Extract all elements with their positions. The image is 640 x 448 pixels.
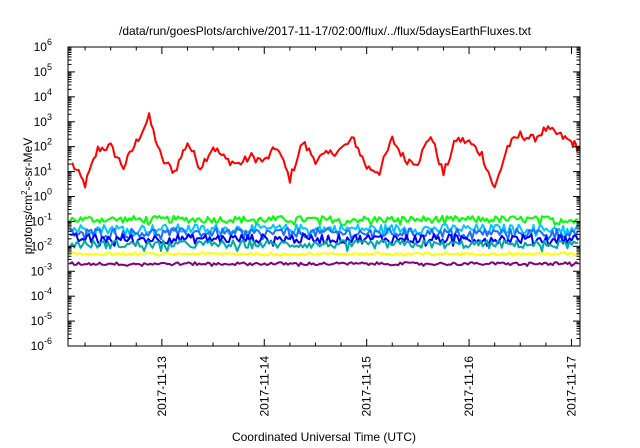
y-tick-label: 106 xyxy=(34,37,52,54)
y-tick-label: 103 xyxy=(34,112,52,129)
y-tick-label: 10-1 xyxy=(31,211,52,228)
y-tick-label: 10-6 xyxy=(31,336,52,353)
x-tick-label: 2017-11-14 xyxy=(257,356,271,417)
series-line-6 xyxy=(69,239,578,252)
y-axis-label: protons/cm2-s-sr-MeV xyxy=(20,138,35,254)
chart-title: /data/run/goesPlots/archive/2017-11-17/0… xyxy=(119,24,532,38)
y-tick-label: 100 xyxy=(34,187,52,204)
axis-layer: 10-6 10-5 10-4 10-3 10-2 10-1 100 101 102 103 104 1… xyxy=(31,37,580,417)
y-tick-label: 10-3 xyxy=(31,261,52,278)
x-tick-label: 2017-11-13 xyxy=(155,356,169,417)
y-tick-label: 10-4 xyxy=(31,286,52,303)
series-line-2 xyxy=(69,214,579,226)
series-layer xyxy=(69,112,581,267)
series-line-7 xyxy=(69,251,579,257)
y-tick-label: 10-5 xyxy=(31,311,52,328)
series-line-8 xyxy=(69,261,579,267)
y-tick-label: 104 xyxy=(34,87,52,104)
y-tick-label: 10-2 xyxy=(31,236,52,253)
y-tick-label: 102 xyxy=(34,137,52,154)
plot-frame xyxy=(67,46,581,347)
y-tick-label: 105 xyxy=(34,62,52,79)
x-tick-label: 2017-11-16 xyxy=(462,356,476,417)
series-line-1 xyxy=(71,112,581,189)
y-tick-label: 101 xyxy=(34,162,52,179)
series-line-4 xyxy=(69,227,579,241)
x-axis-label: Coordinated Universal Time (UTC) xyxy=(232,430,416,444)
x-tick-label: 2017-11-15 xyxy=(360,356,374,417)
x-tick-label: 2017-11-17 xyxy=(564,356,578,417)
